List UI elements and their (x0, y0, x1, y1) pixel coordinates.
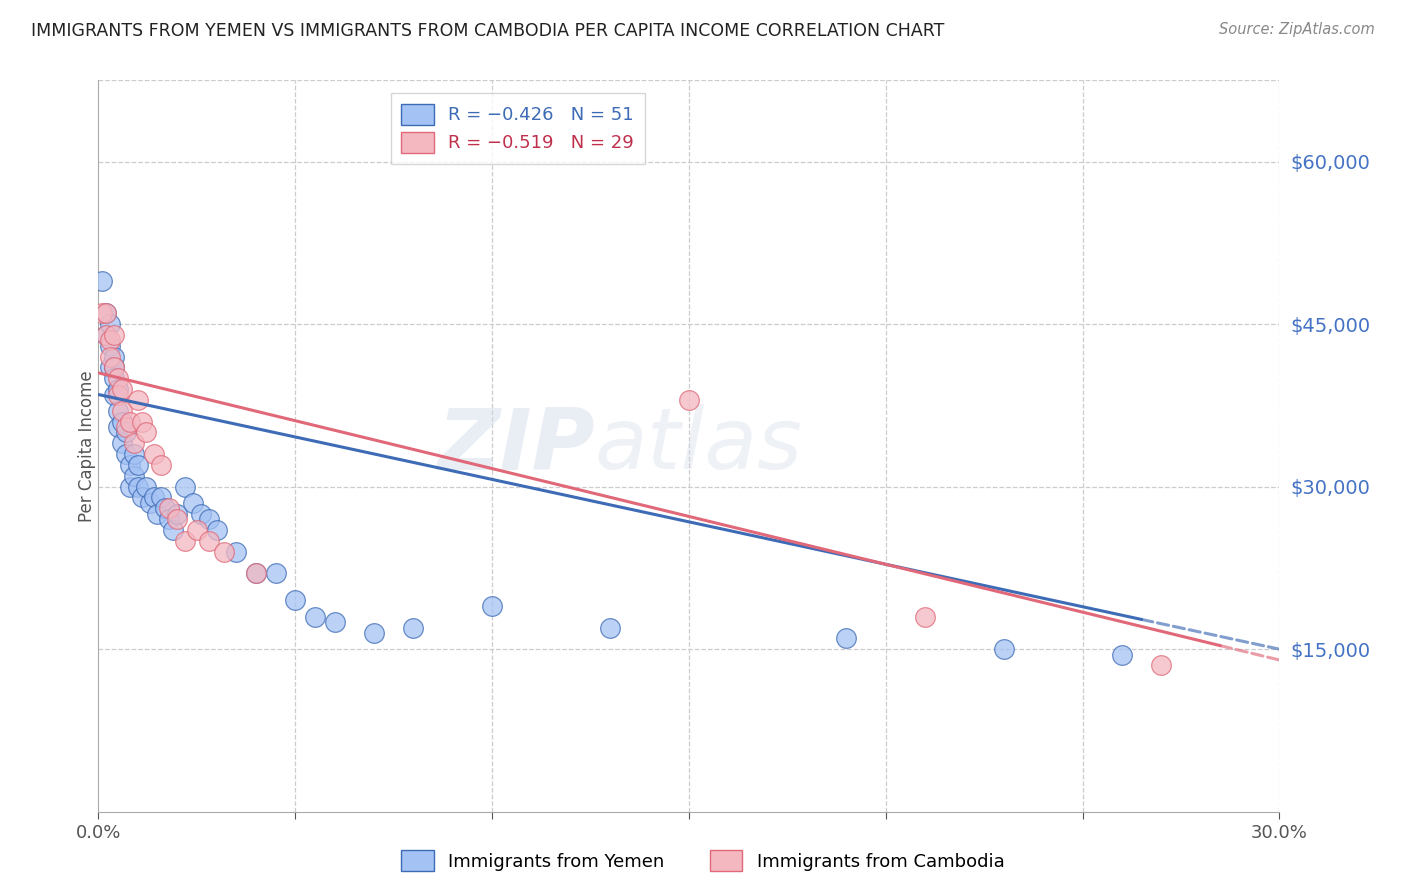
Point (155, 501, 177, 516)
Point (118, 458, 141, 472)
Point (122, 447, 145, 461)
Point (135, 425, 157, 440)
Point (186, 523, 208, 537)
Point (98, 339, 121, 353)
Point (96, 306, 118, 320)
Point (103, 371, 125, 385)
Point (91, 306, 114, 320)
Point (284, 593, 307, 607)
Point (150, 491, 173, 505)
Text: IMMIGRANTS FROM YEMEN VS IMMIGRANTS FROM CAMBODIA PER CAPITA INCOME CORRELATION : IMMIGRANTS FROM YEMEN VS IMMIGRANTS FROM… (31, 22, 945, 40)
Point (115, 447, 138, 461)
Text: atlas: atlas (595, 404, 803, 488)
Point (402, 620, 425, 634)
Point (599, 620, 621, 634)
Point (264, 566, 287, 581)
Point (107, 420, 129, 434)
Point (103, 387, 125, 401)
Point (304, 609, 326, 624)
Point (98, 350, 121, 364)
Point (98, 360, 121, 375)
Point (103, 360, 125, 375)
Point (914, 609, 936, 624)
Point (166, 512, 188, 526)
Point (111, 382, 134, 396)
Point (166, 507, 188, 521)
Point (162, 523, 184, 537)
Point (118, 480, 141, 494)
Point (481, 599, 503, 613)
Text: ZIP: ZIP (437, 404, 595, 488)
Point (118, 415, 141, 429)
Point (131, 415, 153, 429)
Point (197, 512, 219, 526)
Point (181, 496, 204, 510)
Point (115, 425, 138, 440)
Text: Source: ZipAtlas.com: Source: ZipAtlas.com (1219, 22, 1375, 37)
Point (115, 420, 138, 434)
Point (363, 626, 385, 640)
Point (127, 458, 149, 472)
Point (107, 371, 129, 385)
Point (174, 533, 197, 548)
Point (1111, 648, 1133, 662)
Point (205, 523, 228, 537)
Point (107, 404, 129, 418)
Point (103, 350, 125, 364)
Point (197, 533, 219, 548)
Point (111, 404, 134, 418)
Point (138, 496, 160, 510)
Point (142, 447, 165, 461)
Point (993, 642, 1015, 657)
Point (146, 507, 169, 521)
Point (111, 415, 134, 429)
Point (98, 334, 121, 348)
Point (225, 544, 247, 558)
Point (98, 317, 121, 331)
Point (127, 480, 149, 494)
Point (122, 436, 145, 450)
Point (835, 632, 858, 646)
Point (96, 327, 118, 342)
Point (122, 468, 145, 483)
Point (323, 615, 346, 629)
Point (142, 491, 165, 505)
Point (135, 480, 157, 494)
Point (127, 392, 149, 407)
Point (107, 387, 129, 401)
Point (107, 382, 129, 396)
Legend: Immigrants from Yemen, Immigrants from Cambodia: Immigrants from Yemen, Immigrants from C… (394, 843, 1012, 879)
Point (111, 436, 134, 450)
Y-axis label: Per Capita Income: Per Capita Income (79, 370, 96, 522)
Point (131, 491, 153, 505)
Point (174, 480, 197, 494)
Point (214, 544, 236, 558)
Point (96, 306, 118, 320)
Point (190, 507, 212, 521)
Point (157, 501, 180, 516)
Point (103, 360, 125, 375)
Point (103, 327, 125, 342)
Point (245, 566, 267, 581)
Legend: R = −0.426   N = 51, R = −0.519   N = 29: R = −0.426 N = 51, R = −0.519 N = 29 (391, 93, 645, 163)
Point (157, 512, 180, 526)
Point (150, 458, 173, 472)
Point (678, 392, 700, 407)
Point (96, 327, 118, 342)
Point (245, 566, 267, 581)
Point (91, 274, 114, 288)
Point (1150, 658, 1173, 673)
